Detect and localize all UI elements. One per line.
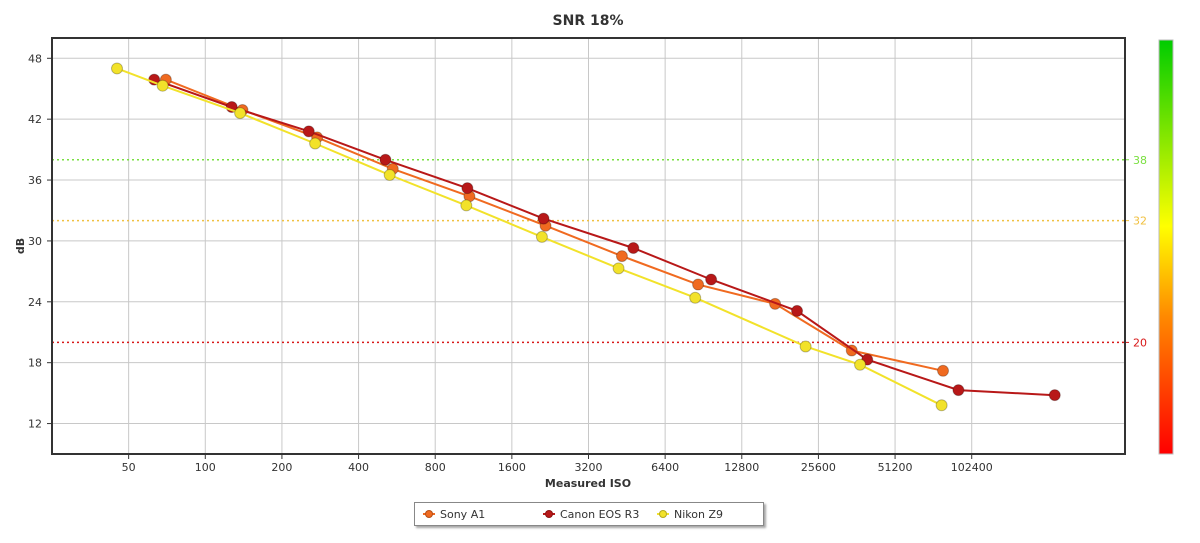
chart-title: SNR 18% [553, 13, 624, 29]
x-tick-label: 100 [195, 461, 216, 474]
series-nikon-z9 [110, 62, 948, 412]
y-tick-label: 24 [28, 296, 42, 309]
data-point [615, 250, 628, 263]
y-axis-ticks: 12 18 24 30 36 42 48 [28, 52, 52, 431]
reference-lines: 38 32 20 [52, 154, 1147, 349]
legend-label: Sony A1 [440, 507, 486, 521]
y-tick-label: 42 [28, 113, 42, 126]
data-point [110, 62, 123, 75]
data-point [234, 107, 247, 120]
data-point [383, 168, 396, 181]
data-point [156, 79, 169, 92]
data-point [705, 273, 718, 286]
series-sony-a1 [159, 73, 950, 377]
data-series [110, 62, 1061, 412]
data-point [460, 199, 473, 212]
data-point [689, 291, 702, 304]
data-point [854, 358, 867, 371]
data-point [309, 137, 322, 150]
x-tick-label: 800 [425, 461, 446, 474]
x-tick-label: 3200 [575, 461, 603, 474]
series-line [153, 78, 1055, 397]
legend: Sony A1 Canon EOS R3 Nikon Z9 [414, 502, 764, 526]
legend-marker-icon [543, 508, 555, 520]
legend-label: Nikon Z9 [674, 507, 723, 521]
legend-item-nikon-z9[interactable]: Nikon Z9 [657, 508, 763, 521]
x-tick-label: 1600 [498, 461, 526, 474]
x-tick-label: 200 [271, 461, 292, 474]
y-tick-label: 48 [28, 52, 42, 65]
data-point [535, 230, 548, 243]
data-point [302, 125, 315, 138]
legend-item-canon-eos-r3[interactable]: Canon EOS R3 [543, 508, 649, 521]
data-point [791, 304, 804, 317]
grid-lines [52, 38, 1125, 454]
y-tick-label: 18 [28, 357, 42, 370]
x-tick-label: 51200 [878, 461, 913, 474]
data-point [799, 340, 812, 353]
x-axis-ticks: 50 100 200 400 800 1600 3200 6400 12800 25600 5120… [122, 454, 993, 474]
y-tick-label: 30 [28, 235, 42, 248]
data-point [937, 364, 950, 377]
series-line [116, 67, 943, 407]
data-point [952, 384, 965, 397]
data-point [379, 153, 392, 166]
x-tick-label: 25600 [801, 461, 836, 474]
data-point [935, 399, 948, 412]
color-scale-bar [1158, 39, 1174, 455]
x-axis-label: Measured ISO [545, 477, 631, 490]
data-point [692, 278, 705, 291]
y-axis-label: dB [14, 238, 27, 254]
legend-marker-icon [657, 508, 669, 520]
y-tick-label: 12 [28, 418, 42, 431]
reference-label: 32 [1133, 215, 1147, 228]
x-tick-label: 102400 [951, 461, 993, 474]
x-tick-label: 400 [348, 461, 369, 474]
reference-label: 20 [1133, 336, 1147, 349]
x-tick-label: 6400 [651, 461, 679, 474]
reference-label: 38 [1133, 154, 1147, 167]
data-point [612, 262, 625, 275]
y-tick-label: 36 [28, 174, 42, 187]
legend-item-sony-a1[interactable]: Sony A1 [423, 508, 529, 521]
data-point [627, 242, 640, 255]
series-canon-eos-r3 [148, 73, 1061, 402]
x-tick-label: 50 [122, 461, 136, 474]
x-tick-label: 12800 [724, 461, 759, 474]
data-point [461, 182, 474, 195]
legend-marker-icon [423, 508, 435, 520]
legend-label: Canon EOS R3 [560, 507, 640, 521]
data-point [537, 212, 550, 225]
data-point [1048, 389, 1061, 402]
